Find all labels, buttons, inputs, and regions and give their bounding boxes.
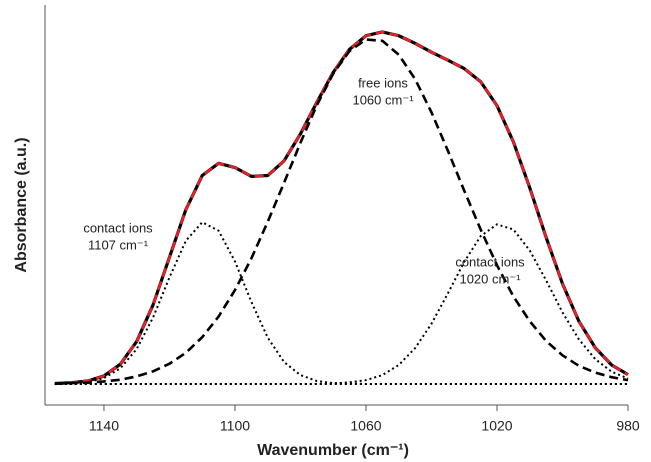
y-axis-label: Absorbance (a.u.) xyxy=(13,137,30,272)
x-tick-label: 1060 xyxy=(350,418,381,434)
x-tick-label: 1100 xyxy=(220,418,250,434)
annotation: 1060 cm⁻¹ xyxy=(352,92,414,107)
annotation: 1107 cm⁻¹ xyxy=(88,237,149,252)
x-tick-label: 1020 xyxy=(481,418,512,434)
annotation: contact ions xyxy=(455,254,525,269)
annotation: free ions xyxy=(358,75,408,90)
series-line xyxy=(54,38,629,385)
series-line xyxy=(54,30,629,386)
series-line xyxy=(54,30,629,385)
x-tick-label: 980 xyxy=(616,418,640,434)
x-tick-label: 1140 xyxy=(89,418,119,434)
annotation: 1020 cm⁻¹ xyxy=(459,271,521,286)
x-axis-label: Wavenumber (cm⁻¹) xyxy=(257,442,409,459)
annotation: contact ions xyxy=(83,220,153,235)
